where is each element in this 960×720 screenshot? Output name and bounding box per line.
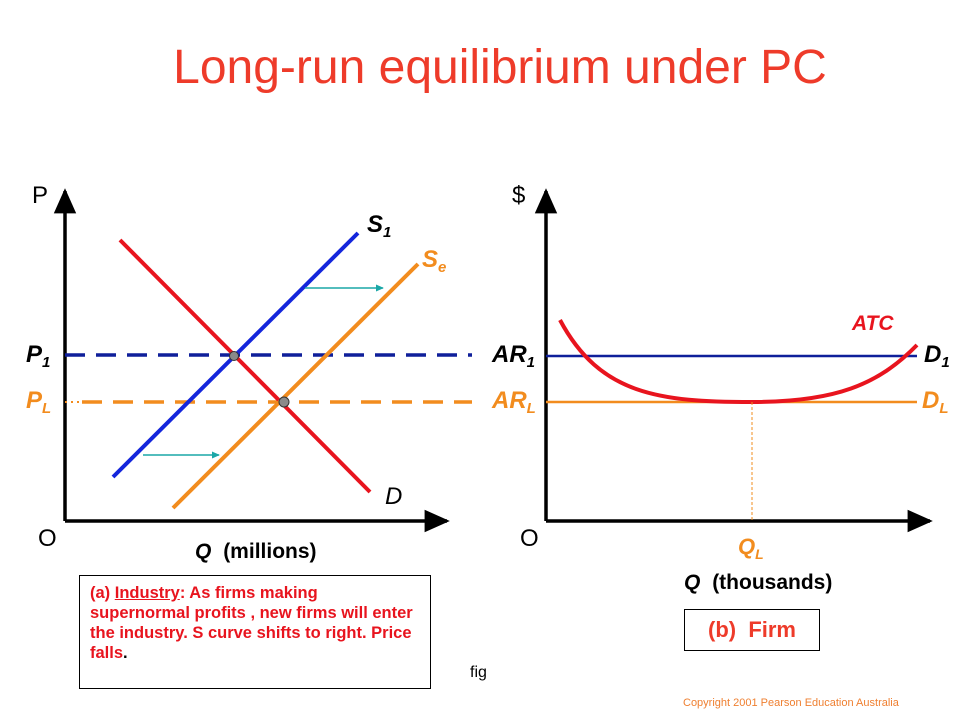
industry-note-prefix: (a) (90, 584, 115, 602)
industry-y-axis-label: P (32, 182, 48, 209)
initial-equilibrium-point (229, 351, 239, 361)
s1-label: S1 (367, 211, 391, 241)
ar1-label: AR1 (491, 341, 535, 371)
industry-note-heading: Industry (114, 584, 180, 602)
firm-x-axis-label: Q (thousands) (684, 571, 832, 594)
pl-label: PL (26, 387, 51, 417)
demand-curve (118, 238, 372, 494)
atc-label: ATC (851, 312, 894, 335)
arl-label: ARL (491, 387, 536, 417)
firm-origin-label: O (520, 525, 539, 552)
industry-x-axis-label: Q (millions) (195, 540, 317, 563)
d1-label: D1 (924, 341, 950, 371)
industry-origin-label: O (38, 525, 57, 552)
long-run-equilibrium-point (278, 396, 290, 408)
firm-caption: (b) Firm (708, 617, 796, 642)
industry-note-end: . (123, 644, 128, 662)
industry-x-axis-unit: (millions) (223, 540, 316, 563)
firm-x-axis-var: Q (684, 571, 700, 594)
industry-panel: P O Q (millions) P1 PL S1 Se (26, 182, 472, 563)
supply-curve-se (171, 262, 420, 510)
firm-y-axis-label: $ (512, 182, 525, 209)
atc-curve (558, 319, 919, 405)
p1-label: P1 (26, 341, 50, 371)
firm-panel: $ O Q (thousands) AR1 ARL D1 DL ATC QL (491, 182, 950, 594)
ql-label: QL (738, 534, 764, 562)
copyright-notice: Copyright 2001 Pearson Education Austral… (683, 697, 899, 709)
industry-note-box: (a) Industry: As firms making supernorma… (79, 575, 431, 689)
industry-note-body: : As firms making supernormal profits , … (90, 584, 413, 662)
slide-title: Long-run equilibrium under PC (173, 41, 827, 94)
industry-x-axis-var: Q (195, 540, 211, 563)
firm-x-axis-unit: (thousands) (712, 571, 832, 594)
firm-caption-box: (b) Firm (684, 609, 820, 651)
d-label: D (385, 483, 402, 510)
fig-label: fig (470, 664, 487, 681)
dl-label: DL (922, 387, 949, 417)
se-label: Se (422, 246, 446, 276)
